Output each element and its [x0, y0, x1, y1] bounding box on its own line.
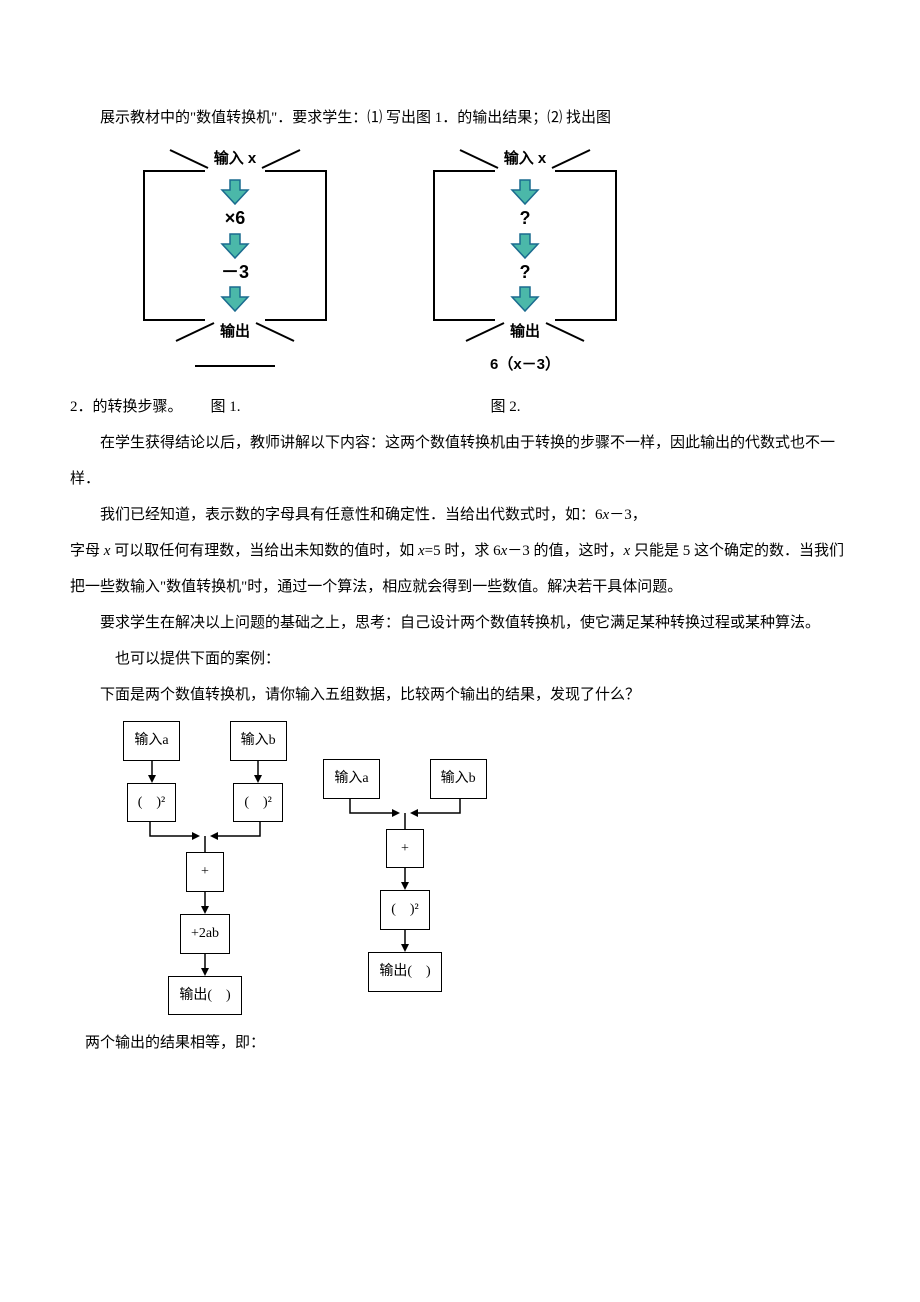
var-x: x — [418, 543, 425, 559]
document-page: 展示教材中的"数值转换机"．要求学生：⑴ 写出图 1．的输出结果；⑵ 找出图 输… — [0, 0, 920, 1121]
arrow-down-icon — [220, 178, 250, 206]
arrow-down-icon — [251, 761, 265, 783]
paragraph-2: 我们已经知道，表示数的字母具有任意性和确定性．当给出代数式时，如：6x－3， — [70, 497, 850, 533]
arrow-down-icon — [145, 761, 159, 783]
fc-right-plus: + — [386, 829, 424, 869]
fc-left-plus: + — [186, 852, 224, 892]
p3-b: 可以取任何有理数，当给出未知数的值时，如 — [110, 543, 418, 559]
fc-right-inputs: 输入a 输入b — [323, 759, 486, 799]
paragraph-6: 下面是两个数值转换机，请你输入五组数据，比较两个输出的结果，发现了什么？ — [70, 677, 850, 713]
fig1-op2: －3 — [221, 262, 249, 284]
fc-left-inputs: 输入a ( )² 输入b ( )² — [123, 721, 286, 822]
paragraph-7: 两个输出的结果相等，即： — [70, 1025, 850, 1061]
arrow-down-icon — [220, 232, 250, 260]
merge-connector-icon — [320, 799, 490, 829]
fig1-caption: 图 1. — [211, 389, 241, 425]
fc-left-sq-a: ( )² — [127, 783, 177, 823]
slash-left-icon — [458, 148, 500, 170]
p3-d: －3 的值，这时， — [507, 543, 623, 559]
fc-left-col-b: 输入b ( )² — [230, 721, 287, 822]
arrow-down-icon — [198, 892, 212, 914]
slash-left-icon — [464, 321, 506, 343]
fig1-op1: ×6 — [225, 208, 246, 230]
slash-right-icon — [544, 321, 586, 343]
flowchart-left: 输入a ( )² 输入b ( )² + +2ab — [120, 721, 290, 1015]
p3-a: 字母 — [70, 543, 104, 559]
fig1-output-row: 输出 — [130, 319, 340, 345]
paragraph-1: 在学生获得结论以后，教师讲解以下内容：这两个数值转换机由于转换的步骤不一样，因此… — [70, 425, 850, 497]
arrow-down-icon — [510, 178, 540, 206]
fig2-op1: ? — [520, 208, 531, 230]
fc-left-mid: +2ab — [180, 914, 230, 954]
captions-row: 2．的转换步骤。 图 1. 图 2. — [70, 389, 850, 425]
slash-left-icon — [168, 148, 210, 170]
flowchart-right: 输入a 输入b + ( )² 输出( ) — [320, 721, 490, 1015]
paragraph-4: 要求学生在解决以上问题的基础之上，思考：自己设计两个数值转换机，使它满足某种转换… — [70, 605, 850, 641]
figure-1: 输入 x ×6 －3 输出 — [130, 146, 340, 383]
slash-right-icon — [254, 321, 296, 343]
fc-right-output: 输出( ) — [368, 952, 441, 992]
fig1-frame: ×6 －3 — [143, 172, 327, 319]
fc-left-input-a: 输入a — [123, 721, 179, 761]
intro-paragraph: 展示教材中的"数值转换机"．要求学生：⑴ 写出图 1．的输出结果；⑵ 找出图 — [70, 100, 850, 136]
line-after-figs: 2．的转换步骤。 — [70, 389, 183, 425]
p2-part-b: －3， — [609, 507, 647, 523]
arrow-down-icon — [510, 232, 540, 260]
fig1-input-row: 输入 x — [130, 146, 340, 172]
fig2-input-row: 输入 x — [420, 146, 630, 172]
slash-right-icon — [260, 148, 302, 170]
fig2-output-label: 输出 — [506, 314, 544, 350]
fc-left-col-a: 输入a ( )² — [123, 721, 179, 822]
arrow-down-icon — [398, 930, 412, 952]
arrow-down-icon — [398, 868, 412, 890]
figure-2: 输入 x ? ? 输出 — [420, 146, 630, 383]
arrow-down-icon — [510, 285, 540, 313]
fc-left-sq-b: ( )² — [233, 783, 283, 823]
paragraph-5: 也可以提供下面的案例： — [70, 641, 850, 677]
fig2-frame: ? ? — [433, 172, 617, 319]
fig2-output-row: 输出 — [420, 319, 630, 345]
arrow-down-icon — [220, 285, 250, 313]
fig1-output-label: 输出 — [216, 314, 254, 350]
fc-right-sq: ( )² — [380, 890, 430, 930]
fig2-caption: 图 2. — [491, 389, 521, 425]
p3-c: =5 时，求 6 — [425, 543, 501, 559]
top-diagrams: 输入 x ×6 －3 输出 — [70, 146, 850, 383]
bottom-diagrams: 输入a ( )² 输入b ( )² + +2ab — [70, 721, 850, 1015]
fig2-result: 6（x－3） — [490, 347, 560, 383]
p2-part-a: 我们已经知道，表示数的字母具有任意性和确定性．当给出代数式时，如：6 — [100, 507, 603, 523]
paragraph-3: 字母 x 可以取任何有理数，当给出未知数的值时，如 x=5 时，求 6x－3 的… — [70, 533, 850, 605]
fc-left-input-b: 输入b — [230, 721, 287, 761]
fig2-op2: ? — [520, 262, 531, 284]
fc-right-input-a: 输入a — [323, 759, 379, 799]
slash-left-icon — [174, 321, 216, 343]
fig1-blank-line — [195, 351, 275, 367]
arrow-down-icon — [198, 954, 212, 976]
fc-right-input-b: 输入b — [430, 759, 487, 799]
fc-left-output: 输出( ) — [168, 976, 241, 1016]
merge-connector-icon — [120, 822, 290, 852]
slash-right-icon — [550, 148, 592, 170]
